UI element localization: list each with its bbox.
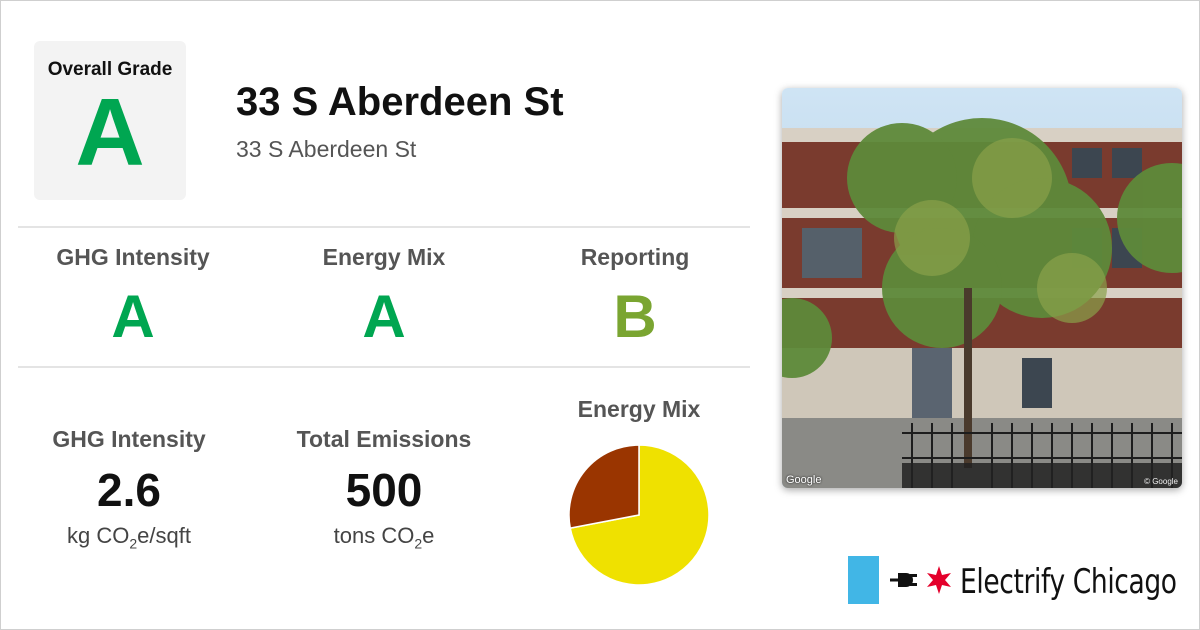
grade-value: B — [613, 283, 657, 350]
divider-middle — [18, 366, 750, 368]
stat-value: 500 — [345, 464, 423, 516]
overall-grade-card: Overall Grade A — [34, 41, 186, 200]
grade-label: GHG Intensity — [56, 244, 210, 270]
grade-energy-mix: Energy Mix A — [259, 244, 509, 347]
divider-top — [18, 226, 750, 228]
stat-label: GHG Intensity — [52, 426, 206, 452]
stat-ghg-intensity: GHG Intensity 2.6 kg CO2e/sqft — [4, 426, 254, 551]
brand-bar-icon — [848, 556, 879, 604]
energy-mix-pie-chart — [568, 444, 710, 586]
overall-grade-label: Overall Grade — [47, 59, 173, 80]
grade-value: A — [111, 283, 155, 350]
photo-credit-google: Google — [786, 474, 822, 486]
building-photo-image — [782, 88, 1182, 488]
grade-value: A — [362, 283, 406, 350]
grade-label: Reporting — [580, 244, 690, 270]
grade-ghg-intensity: GHG Intensity A — [8, 244, 258, 347]
photo-copyright: © Google — [1144, 477, 1178, 486]
building-address: 33 S Aberdeen St — [236, 136, 417, 162]
stat-label: Total Emissions — [296, 426, 472, 452]
stat-total-emissions: Total Emissions 500 tons CO2e — [259, 426, 509, 551]
energy-mix-title: Energy Mix — [577, 396, 701, 422]
building-photo: Google © Google — [782, 88, 1182, 488]
building-title: 33 S Aberdeen St — [236, 80, 564, 124]
brand-name: Electrify Chicago — [960, 562, 1177, 602]
grade-label: Energy Mix — [322, 244, 446, 270]
stat-value: 2.6 — [97, 464, 161, 516]
overall-grade-value: A — [75, 79, 145, 186]
chicago-star-icon — [927, 566, 951, 594]
stat-unit: tons CO2e — [333, 523, 435, 552]
plug-icon — [890, 573, 917, 587]
stat-unit: kg CO2e/sqft — [67, 523, 191, 552]
pie-slice-gas — [568, 444, 640, 529]
grade-reporting: Reporting B — [510, 244, 760, 347]
